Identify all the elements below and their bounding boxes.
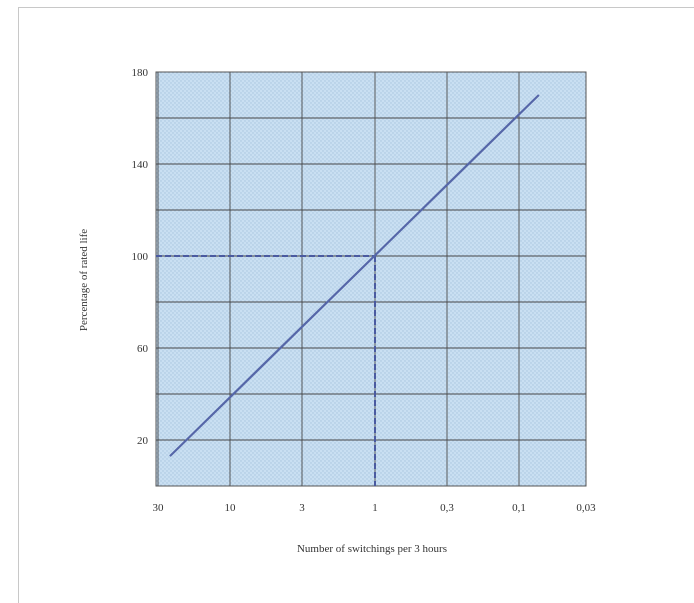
x-tick-label: 0,3 [440,502,454,514]
plot-border [155,71,587,487]
x-tick-label: 0,1 [512,502,526,514]
figure-frame [18,7,694,603]
y-tick-label: 140 [132,159,149,171]
x-tick-labels: 30 10 3 1 0,3 0,1 0,03 [153,502,597,514]
y-tick-label: 60 [137,343,149,355]
plot-area [156,72,586,486]
grid [155,71,587,487]
reference-lines [156,255,376,486]
y-tick-label: 180 [132,67,149,79]
y-tick-label: 20 [137,435,149,447]
y-tick-label: 100 [132,251,149,263]
y-tick-labels: 20 60 100 140 180 [132,67,149,447]
series-line-0 [169,94,540,457]
x-tick-label: 0,03 [576,502,596,514]
x-tick-label: 1 [372,502,378,514]
x-tick-label: 3 [299,502,305,514]
series-group [169,94,540,457]
y-axis-label: Percentage of rated life [78,229,90,331]
x-tick-label: 30 [153,502,165,514]
x-axis-label: Number of switchings per 3 hours [297,543,447,555]
x-tick-label: 10 [225,502,237,514]
